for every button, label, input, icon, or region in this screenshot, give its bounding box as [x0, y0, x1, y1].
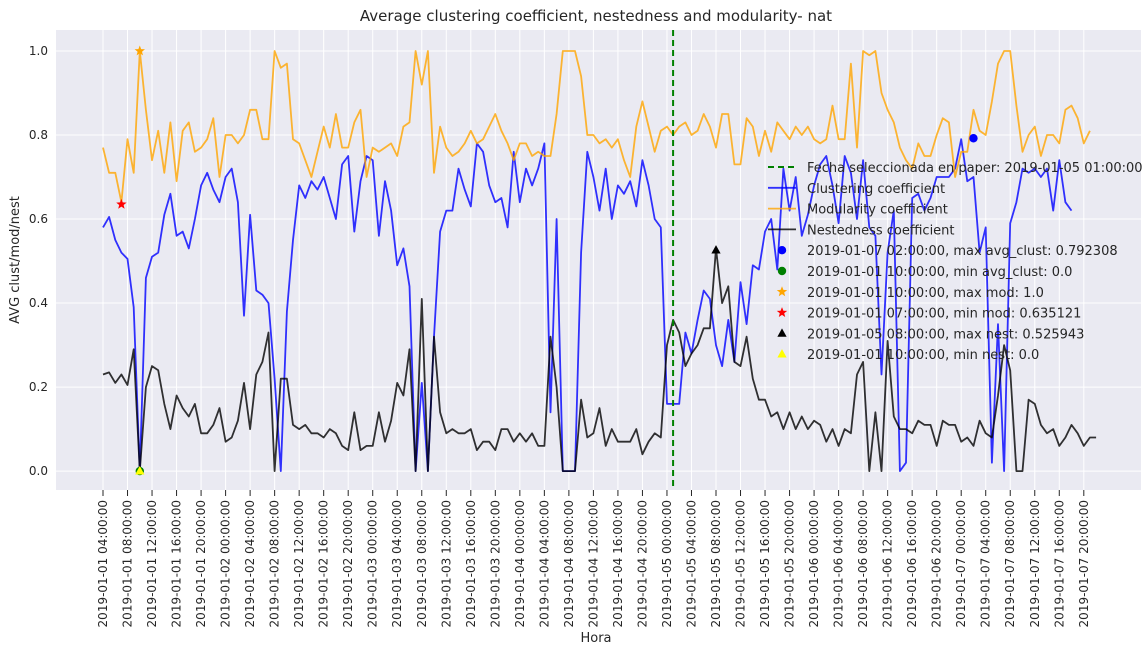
x-tick-label: 2019-01-01 08:00:00	[121, 500, 135, 627]
legend-swatch-marker	[777, 328, 787, 337]
x-tick-label: 2019-01-02 16:00:00	[317, 500, 331, 627]
legend: Fecha seleccionada en paper: 2019-01-05 …	[768, 161, 1143, 363]
x-tick-label: 2019-01-02 20:00:00	[341, 500, 355, 627]
x-axis: 2019-01-01 04:00:00 2019-01-01 08:00:00 20…	[96, 490, 1091, 627]
x-tick-label: 2019-01-04 04:00:00	[537, 500, 551, 627]
series-line-modularity-coefficient	[102, 50, 1091, 204]
y-tick-label: 0.0	[29, 464, 48, 478]
legend-label: 2019-01-01 10:00:00, max mod: 1.0	[807, 286, 1044, 301]
x-tick-label: 2019-01-05 08:00:00	[709, 500, 723, 627]
x-tick-label: 2019-01-03 20:00:00	[488, 500, 502, 627]
x-tick-label: 2019-01-02 08:00:00	[268, 500, 282, 627]
marker-star	[116, 198, 127, 209]
x-tick-label: 2019-01-02 00:00:00	[219, 500, 233, 627]
series-line-nestedness-coefficient	[102, 247, 1097, 473]
x-tick-label: 2019-01-05 00:00:00	[660, 500, 674, 627]
x-tick-label: 2019-01-05 12:00:00	[734, 500, 748, 627]
x-tick-label: 2019-01-04 20:00:00	[635, 500, 649, 627]
x-tick-label: 2019-01-06 04:00:00	[832, 500, 846, 627]
x-tick-label: 2019-01-04 16:00:00	[611, 500, 625, 627]
series-line-clustering-coefficient	[102, 138, 1073, 473]
legend-label: Clustering coefficient	[807, 182, 945, 197]
legend-swatch-marker	[777, 246, 787, 255]
x-tick-label: 2019-01-01 20:00:00	[194, 500, 208, 627]
x-tick-label: 2019-01-07 20:00:00	[1077, 500, 1091, 627]
x-tick-label: 2019-01-06 12:00:00	[881, 500, 895, 627]
x-axis-label: Hora	[580, 631, 611, 646]
legend-swatch-marker	[776, 307, 788, 317]
legend-label: 2019-01-01 10:00:00, min nest: 0.0	[807, 348, 1039, 363]
x-tick-label: 2019-01-04 00:00:00	[513, 500, 527, 627]
marker-star	[134, 45, 145, 56]
legend-swatch-marker	[777, 266, 787, 276]
x-tick-label: 2019-01-02 04:00:00	[243, 500, 257, 627]
y-tick-label: 0.4	[29, 296, 48, 310]
x-tick-label: 2019-01-07 12:00:00	[1028, 500, 1042, 627]
extreme-markers	[116, 45, 978, 476]
x-tick-label: 2019-01-04 08:00:00	[562, 500, 576, 627]
x-tick-label: 2019-01-05 16:00:00	[758, 500, 772, 627]
x-tick-label: 2019-01-07 00:00:00	[954, 500, 968, 627]
x-tick-label: 2019-01-01 04:00:00	[96, 500, 110, 627]
y-axis-label: AVG clust/mod/nest	[8, 196, 23, 324]
y-tick-label: 0.6	[29, 212, 48, 226]
chart-title: Average clustering coefficient, nestedne…	[360, 7, 832, 25]
x-tick-label: 2019-01-01 16:00:00	[170, 500, 184, 627]
x-tick-label: 2019-01-06 00:00:00	[807, 500, 821, 627]
legend-label: Nestedness coefficient	[807, 223, 955, 238]
x-tick-label: 2019-01-02 12:00:00	[292, 500, 306, 627]
x-tick-label: 2019-01-04 12:00:00	[586, 500, 600, 627]
series-lines	[102, 50, 1097, 473]
marker-triangle	[711, 245, 721, 254]
plot-area	[56, 30, 1141, 490]
x-tick-label: 2019-01-03 08:00:00	[415, 500, 429, 627]
y-tick-label: 0.2	[29, 380, 48, 394]
x-tick-label: 2019-01-06 16:00:00	[905, 500, 919, 627]
legend-label: 2019-01-05 08:00:00, max nest: 0.525943	[807, 327, 1084, 342]
x-tick-label: 2019-01-03 04:00:00	[390, 500, 404, 627]
x-tick-label: 2019-01-03 12:00:00	[439, 500, 453, 627]
y-tick-label: 0.8	[29, 128, 48, 142]
legend-label: Fecha seleccionada en paper: 2019-01-05 …	[807, 161, 1143, 176]
x-tick-label: 2019-01-05 20:00:00	[783, 500, 797, 627]
x-tick-label: 2019-01-07 16:00:00	[1052, 500, 1066, 627]
legend-label: 2019-01-01 07:00:00, min mod: 0.635121	[807, 307, 1081, 322]
legend-label: Modularity coefficient	[807, 203, 948, 218]
y-axis: 0.0 0.2 0.4 0.6 0.8 1.0	[29, 44, 48, 478]
x-tick-label: 2019-01-07 04:00:00	[979, 500, 993, 627]
x-tick-label: 2019-01-06 08:00:00	[856, 500, 870, 627]
x-tick-label: 2019-01-06 20:00:00	[930, 500, 944, 627]
marker-triangle	[135, 466, 145, 475]
x-tick-label: 2019-01-05 04:00:00	[684, 500, 698, 627]
x-tick-label: 2019-01-01 12:00:00	[145, 500, 159, 627]
x-tick-label: 2019-01-03 16:00:00	[464, 500, 478, 627]
legend-swatch-marker	[776, 286, 788, 297]
legend-swatch-marker	[777, 349, 787, 358]
legend-label: 2019-01-07 02:00:00, max avg_clust: 0.79…	[807, 244, 1118, 259]
marker-circle	[969, 134, 978, 143]
legend-label: 2019-01-01 10:00:00, min avg_clust: 0.0	[807, 265, 1072, 280]
x-tick-label: 2019-01-07 08:00:00	[1003, 500, 1017, 627]
x-tick-label: 2019-01-03 00:00:00	[366, 500, 380, 627]
y-tick-label: 1.0	[29, 44, 48, 58]
